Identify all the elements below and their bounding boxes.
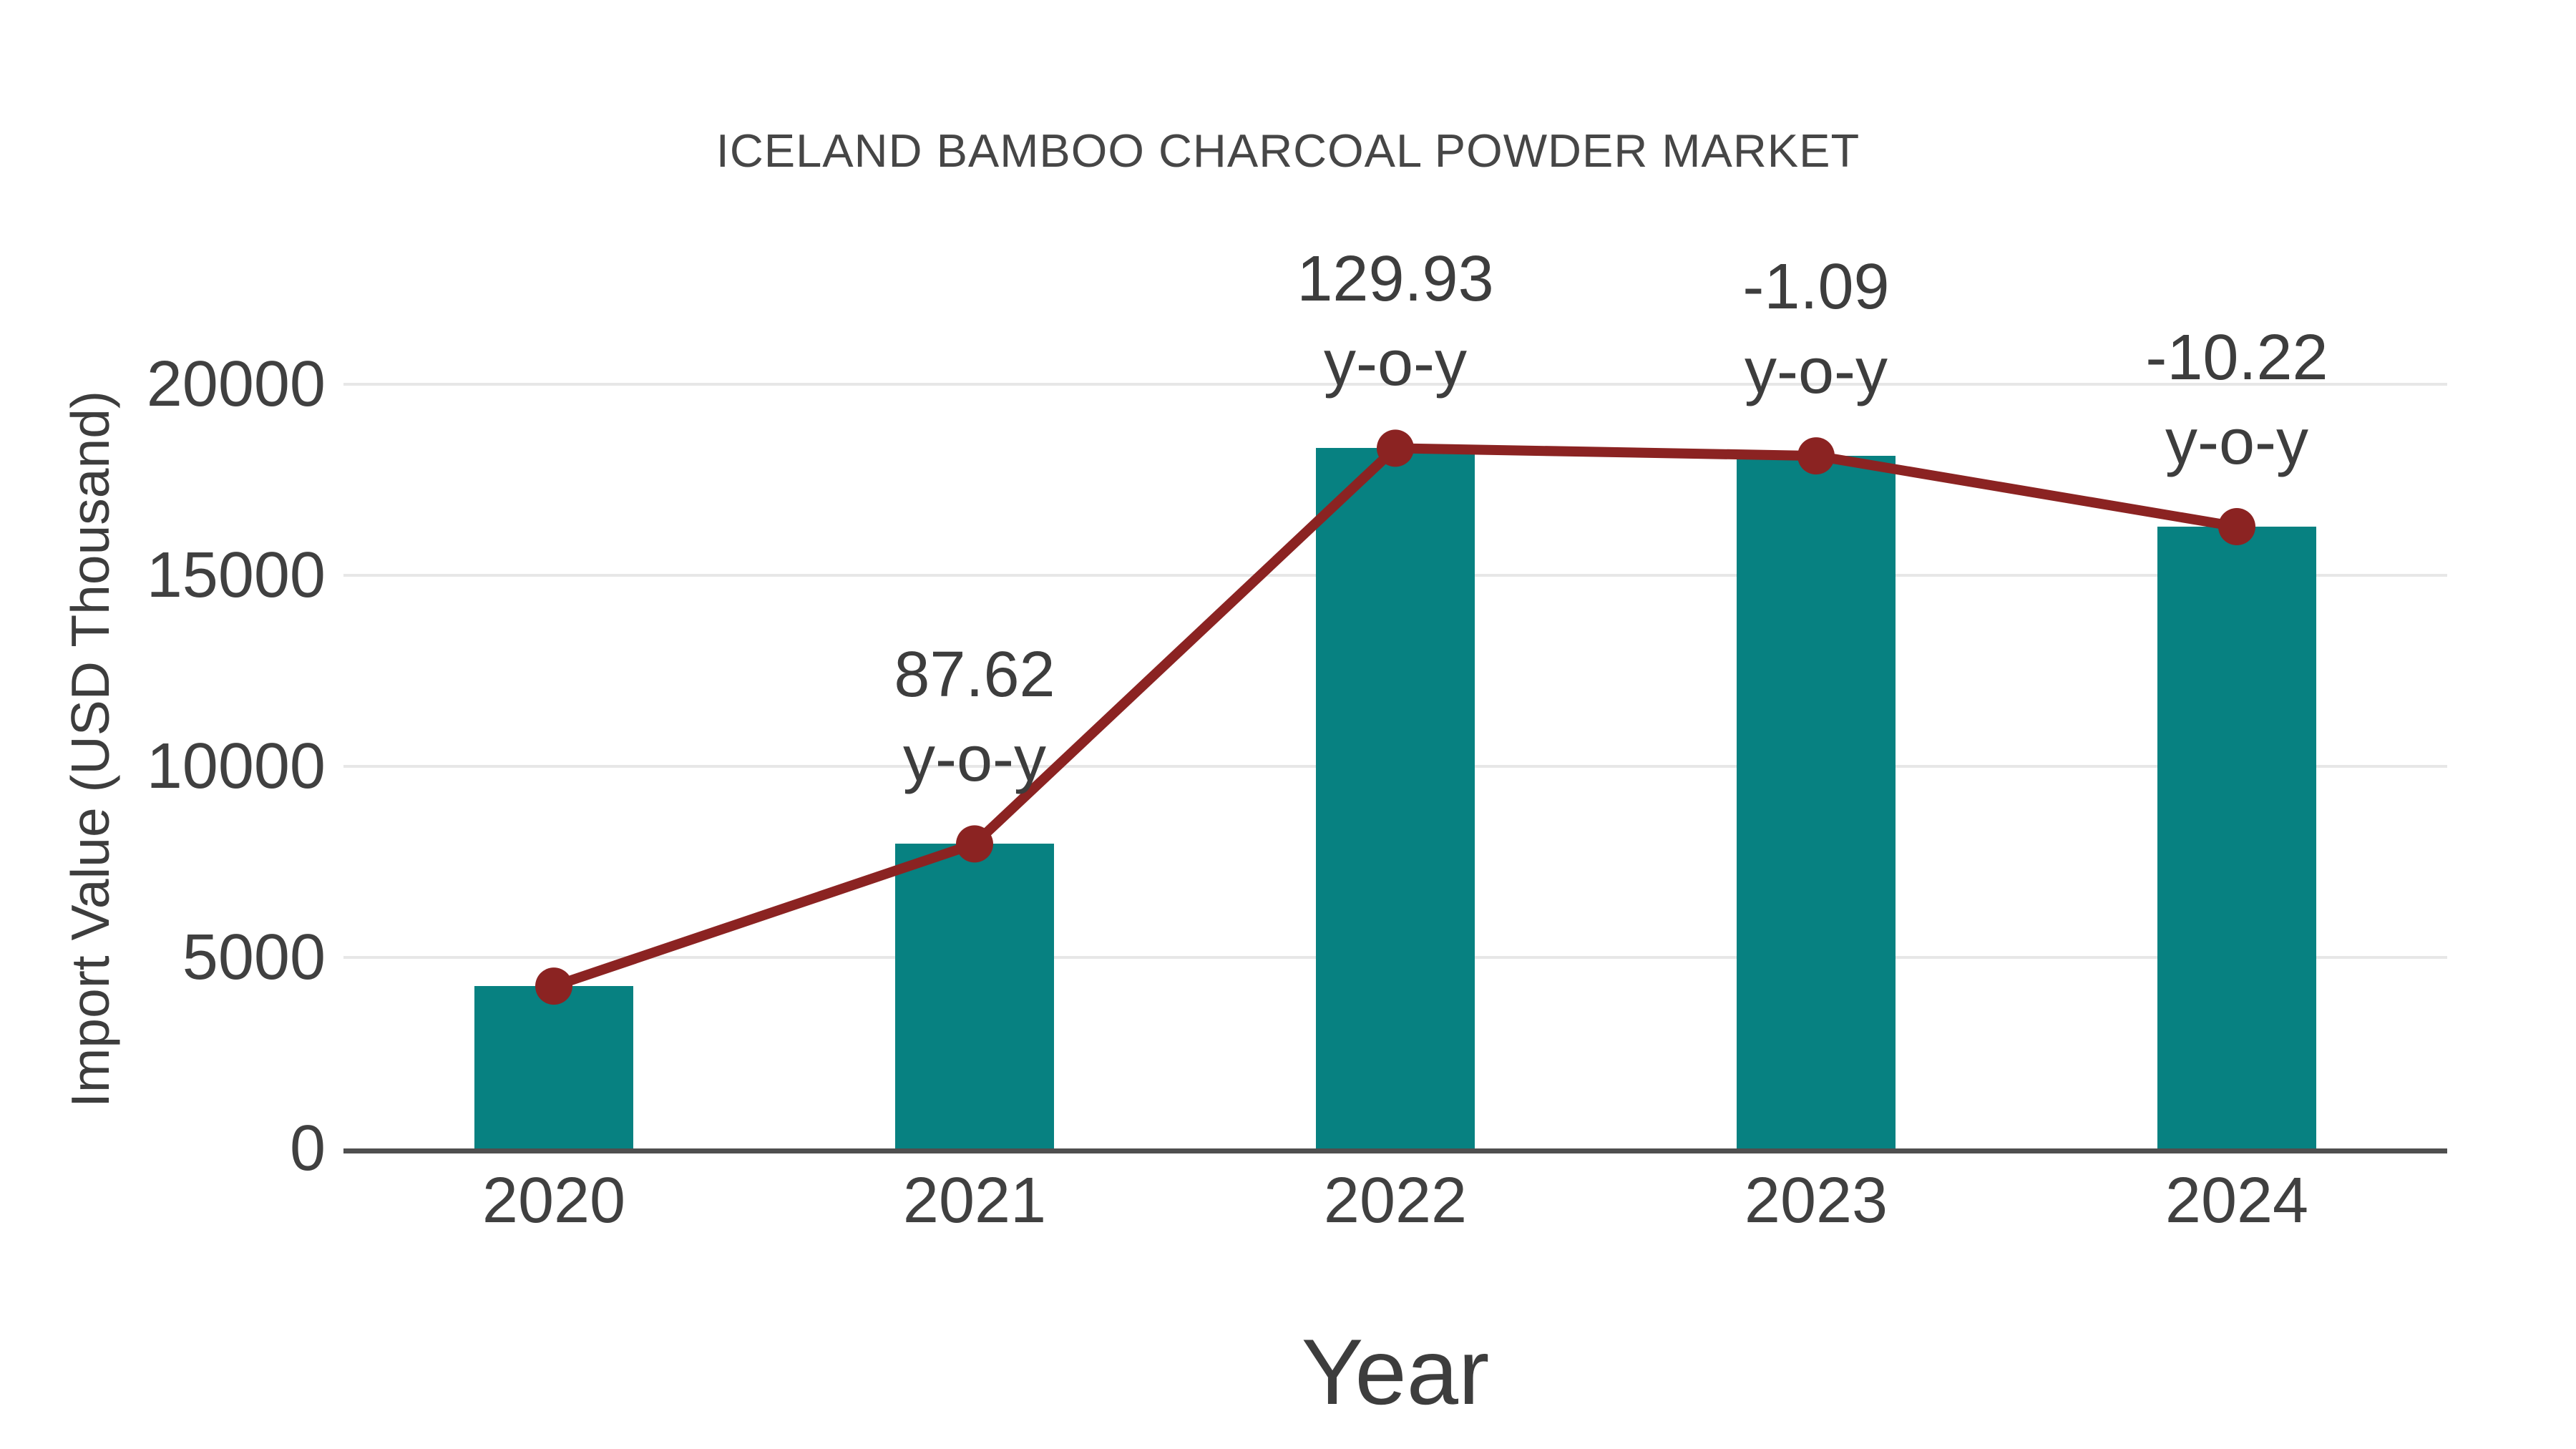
yoy-value: 87.62 (894, 639, 1055, 711)
yoy-annotation-2021: 87.62 y-o-y (724, 633, 1225, 801)
x-tick-label-2021: 2021 (902, 1165, 1047, 1236)
gridline-20000 (343, 383, 2447, 386)
chart-title: ICELAND BAMBOO CHARCOAL POWDER MARKET (716, 125, 1860, 177)
y-tick-label-5000: 5000 (182, 922, 326, 993)
plot-area (343, 383, 2447, 1153)
x-axis-label: Year (1301, 1319, 1490, 1424)
yoy-label: y-o-y (1324, 328, 1467, 400)
yoy-value: -1.09 (1742, 251, 1890, 323)
yoy-annotation-2023: -1.09 y-o-y (1566, 245, 2067, 414)
x-tick-label-2023: 2023 (1744, 1165, 1888, 1236)
trend-line-layer (535, 429, 2255, 1005)
bar-2024 (2157, 527, 2316, 1148)
bar-2020 (474, 986, 633, 1148)
y-tick-label-15000: 15000 (146, 540, 326, 611)
yoy-label: y-o-y (2165, 406, 2308, 479)
x-tick-label-2022: 2022 (1323, 1165, 1468, 1236)
y-tick-label-20000: 20000 (146, 348, 326, 420)
yoy-value: -10.22 (2145, 322, 2328, 394)
trend-marker-2024 (2218, 508, 2255, 546)
yoy-annotation-2024: -10.22 y-o-y (1986, 316, 2487, 484)
yoy-annotation-2022: 129.93 y-o-y (1145, 237, 1646, 406)
bar-2022 (1316, 448, 1475, 1148)
bar-2021 (895, 844, 1054, 1148)
trend-marker-2020 (535, 967, 572, 1005)
y-tick-label-10000: 10000 (146, 731, 326, 802)
x-tick-label-2020: 2020 (482, 1165, 626, 1236)
trend-marker-2022 (1377, 429, 1414, 467)
bar-2023 (1737, 456, 1896, 1148)
y-tick-label-0: 0 (289, 1113, 326, 1184)
trend-marker-2021 (956, 825, 993, 863)
yoy-value: 129.93 (1297, 243, 1494, 316)
yoy-label: y-o-y (1745, 336, 1888, 408)
x-tick-label-2024: 2024 (2165, 1165, 2309, 1236)
trend-marker-2023 (1797, 437, 1835, 475)
yoy-label: y-o-y (903, 723, 1046, 796)
